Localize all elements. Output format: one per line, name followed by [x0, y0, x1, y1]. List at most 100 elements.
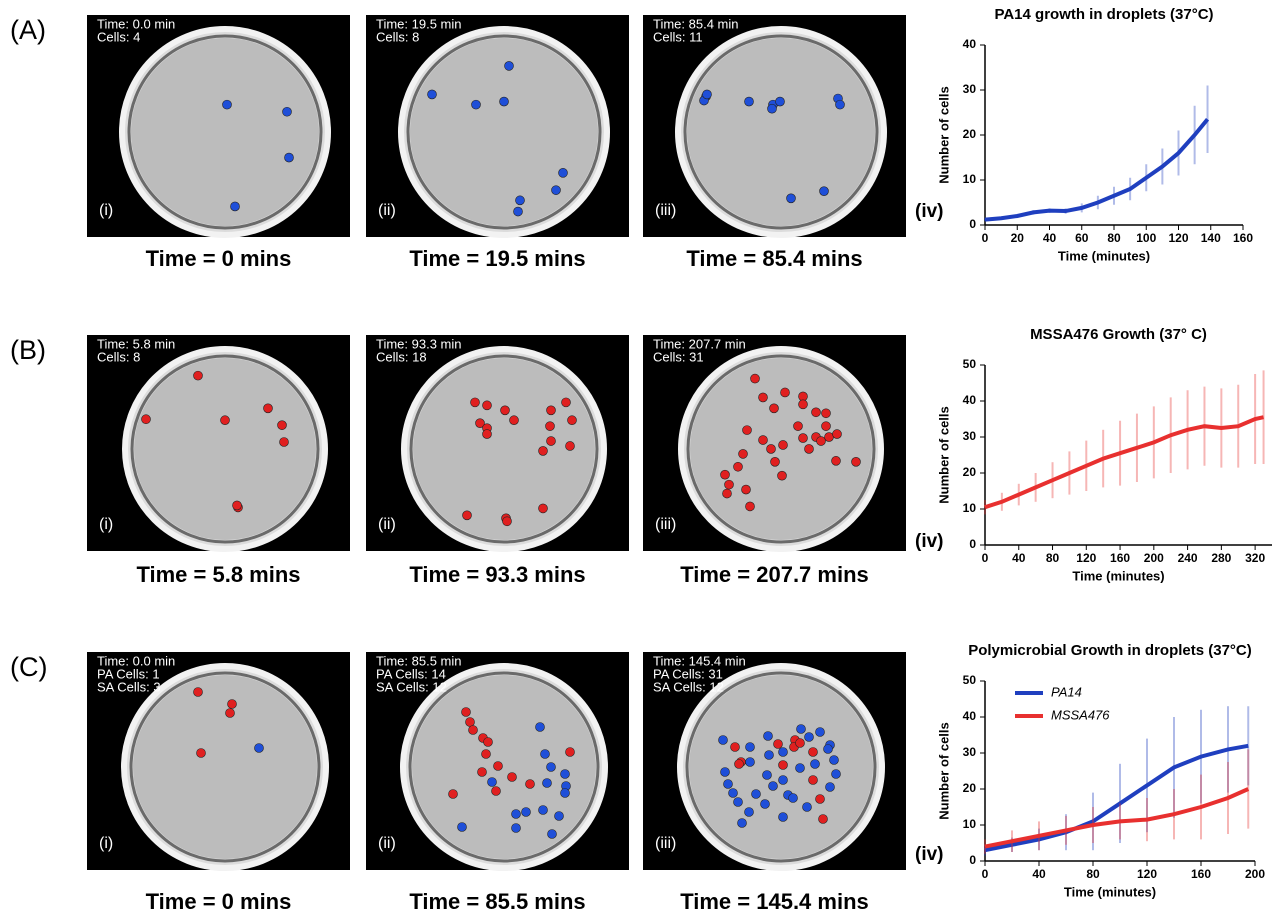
chart-title: Polymicrobial Growth in droplets (37°C): [968, 642, 1252, 659]
cell-marker: [733, 461, 743, 472]
cell-marker: [758, 435, 768, 445]
overlay-text: Cells: 18: [376, 349, 427, 364]
cell-marker: [254, 743, 264, 753]
cell-marker: [778, 775, 788, 785]
y-tick-label: 50: [963, 673, 977, 687]
droplet-inner-rim: [409, 354, 599, 544]
caption: Time = 0 mins: [146, 246, 292, 271]
cell-marker: [493, 761, 503, 771]
y-tick-label: 30: [963, 429, 977, 443]
x-tick-label: 80: [1086, 867, 1100, 881]
image-label: (iii): [655, 835, 676, 852]
cell-marker: [551, 185, 561, 195]
chart-title: MSSA476 Growth (37° C): [1030, 326, 1207, 343]
overlay-text: Time: 19.5 min: [376, 16, 462, 31]
x-axis-label: Time (minutes): [1072, 568, 1164, 583]
cell-marker: [538, 503, 548, 514]
overlay-text: Time: 145.4 min: [653, 653, 746, 668]
cell-marker: [482, 400, 492, 411]
droplet-interior: [410, 38, 598, 226]
x-tick-label: 40: [1012, 551, 1026, 565]
x-tick-label: 280: [1211, 551, 1231, 565]
caption: Time = 145.4 mins: [680, 889, 869, 914]
cell-marker: [542, 778, 552, 788]
cell-marker: [477, 767, 487, 777]
cell-marker: [722, 488, 732, 499]
cell-marker: [540, 749, 550, 759]
x-tick-label: 200: [1245, 867, 1265, 881]
cell-marker: [798, 433, 808, 443]
cell-marker: [769, 403, 779, 414]
chart-panel-label: (iv): [915, 531, 944, 552]
chart-title: PA14 growth in droplets (37°C): [994, 6, 1213, 23]
cell-marker: [720, 469, 730, 480]
cell-marker: [762, 770, 772, 780]
cell-marker: [499, 96, 509, 107]
cell-marker: [831, 456, 841, 466]
x-tick-label: 0: [982, 551, 989, 565]
series-line: [984, 787, 1250, 849]
cell-marker: [795, 763, 805, 773]
cell-marker: [538, 446, 548, 456]
overlay-text: Time: 0.0 min: [97, 16, 175, 31]
cell-marker: [796, 724, 806, 734]
cell-marker: [760, 799, 770, 809]
cell-marker: [193, 687, 203, 697]
cell-marker: [851, 457, 861, 467]
cell-marker: [770, 457, 780, 467]
y-tick-label: 10: [963, 172, 977, 186]
cell-marker: [824, 432, 834, 442]
cell-marker: [741, 484, 751, 495]
cell-marker: [558, 168, 568, 178]
x-axis-label: Time (minutes): [1058, 248, 1150, 263]
x-tick-label: 20: [1011, 231, 1025, 245]
overlay-text: Cells: 31: [653, 349, 704, 364]
droplet-inner-rim: [683, 34, 879, 230]
cell-marker: [196, 748, 206, 758]
cell-marker: [835, 99, 845, 110]
cell-marker: [483, 737, 493, 747]
overlay-text: PA Cells: 1: [97, 666, 160, 681]
cell-marker: [745, 501, 755, 512]
cell-marker: [810, 759, 820, 769]
image-label: (iii): [655, 516, 676, 533]
cell-marker: [738, 449, 748, 459]
overlay-text: Cells: 8: [97, 349, 140, 364]
cell-marker: [802, 802, 812, 812]
overlay-text: PA Cells: 31: [653, 666, 723, 681]
droplet-inner-rim: [127, 34, 323, 230]
y-axis-label: Number of cells: [936, 86, 951, 184]
cell-marker: [744, 807, 754, 817]
cell-marker: [815, 794, 825, 804]
x-tick-label: 160: [1233, 231, 1253, 245]
cell-marker: [702, 89, 712, 100]
cell-marker: [521, 807, 531, 817]
cell-marker: [482, 429, 492, 439]
series-line: [984, 743, 1249, 853]
cell-marker: [141, 414, 151, 425]
cell-marker: [733, 797, 743, 807]
cell-marker: [720, 767, 730, 777]
cell-marker: [808, 775, 818, 785]
cell-marker: [545, 421, 555, 431]
cell-marker: [515, 195, 525, 206]
cell-marker: [525, 779, 535, 789]
y-tick-label: 0: [969, 537, 976, 551]
cell-marker: [263, 403, 273, 414]
cell-marker: [724, 479, 734, 490]
cell-marker: [481, 749, 491, 759]
x-tick-label: 160: [1110, 551, 1130, 565]
image-label: (iii): [655, 202, 676, 219]
cell-marker: [468, 725, 478, 735]
y-tick-label: 40: [963, 709, 977, 723]
cell-marker: [546, 436, 556, 446]
cell-marker: [768, 781, 778, 791]
cell-marker: [284, 152, 294, 163]
cell-marker: [798, 399, 808, 410]
cell-marker: [470, 397, 480, 408]
